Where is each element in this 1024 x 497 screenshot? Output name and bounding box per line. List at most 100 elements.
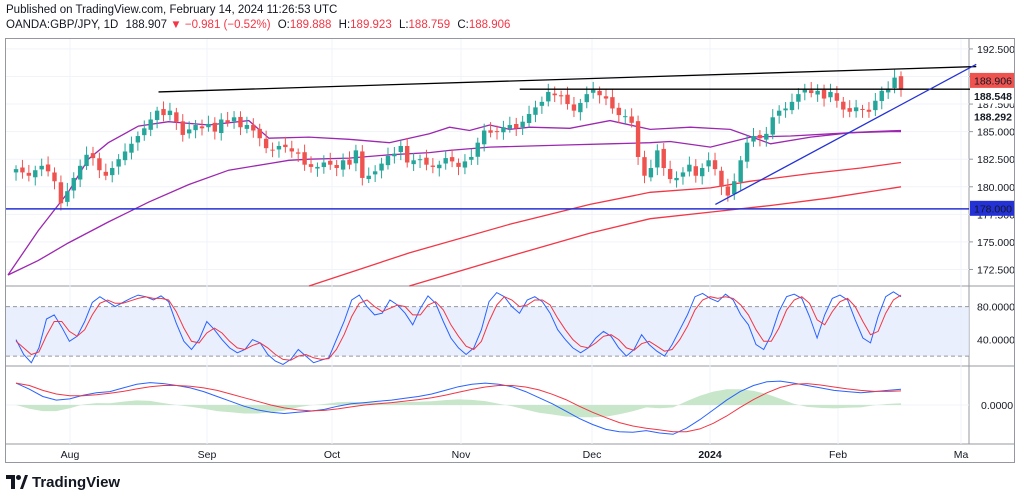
high-value: 189.923 — [350, 19, 392, 31]
candle-body — [501, 127, 506, 133]
candle-body — [167, 110, 173, 116]
price-change: −0.981 (−0.52%) — [184, 19, 271, 31]
candle-body — [725, 186, 731, 196]
candle-body — [507, 125, 513, 129]
candle-body — [154, 110, 160, 120]
high-label: H: — [338, 19, 351, 31]
price-label-box — [970, 72, 1014, 88]
candle-body — [244, 125, 250, 129]
candle-body — [514, 124, 519, 129]
time-tick-label: Nov — [452, 449, 471, 461]
candle-body — [193, 125, 198, 131]
candle-body — [571, 104, 577, 111]
candle-body — [13, 169, 19, 173]
candle-body — [546, 91, 551, 102]
candle-body — [776, 110, 782, 116]
candle-body — [334, 164, 339, 169]
candle-body — [648, 168, 654, 178]
candle-body — [853, 107, 859, 112]
candle-body — [276, 145, 282, 150]
candle-body — [212, 122, 218, 132]
candle-body — [405, 146, 410, 163]
price-tick-label: 192.500 — [977, 44, 1014, 56]
candle-body — [58, 182, 64, 204]
candle-body — [437, 164, 442, 169]
price-label-box — [970, 108, 1014, 124]
candle-body — [815, 90, 820, 95]
time-tick-label: 2024 — [698, 449, 722, 461]
open-label: O: — [277, 19, 290, 31]
candle-body — [757, 134, 763, 139]
candle-body — [879, 90, 884, 102]
macd-signal-line — [15, 382, 902, 433]
candle-body — [687, 164, 692, 172]
candle-body — [33, 170, 38, 178]
oscillator-k-line — [15, 291, 902, 365]
candle-body — [257, 128, 262, 139]
time-tick-label: Aug — [61, 449, 80, 461]
candle-body — [526, 113, 532, 124]
candle-body — [860, 108, 865, 110]
candle-body — [97, 158, 102, 171]
candle-body — [251, 124, 256, 131]
candle-body — [616, 107, 622, 116]
candle-body — [219, 119, 224, 134]
candle-body — [552, 93, 557, 96]
candle-body — [411, 160, 416, 165]
candle-body — [712, 160, 718, 170]
candle-body — [520, 121, 525, 128]
chart-area[interactable]: 192.500190.000187.500185.000182.500180.0… — [5, 38, 1015, 463]
last-price: 188.907 — [125, 19, 168, 31]
candle-body — [315, 166, 320, 169]
candle-body — [680, 172, 686, 177]
candle-body — [533, 107, 538, 115]
candle-body — [238, 116, 243, 128]
candle-body — [558, 95, 564, 97]
candle-body — [494, 131, 500, 133]
candle-body — [289, 148, 294, 152]
candle-body — [263, 138, 269, 149]
candle-body — [129, 143, 134, 153]
candle-body — [841, 101, 846, 110]
footer: TradingView — [6, 472, 120, 492]
candle-body — [372, 171, 378, 175]
moving-average-line — [7, 129, 902, 276]
price-label-box — [970, 88, 1014, 104]
candle-body — [52, 172, 57, 182]
price-tick-label: 185.000 — [977, 127, 1014, 139]
candle-body — [295, 152, 301, 154]
candle-body — [328, 160, 333, 165]
candle-body — [392, 153, 397, 157]
candle-body — [809, 90, 814, 94]
chart-svg[interactable]: 192.500190.000187.500185.000182.500180.0… — [6, 39, 1014, 462]
oscillator-tick-label: 40.0000 — [977, 335, 1014, 347]
candle-body — [590, 89, 596, 93]
macd-line — [15, 380, 902, 435]
candle-body — [796, 94, 801, 102]
candle-body — [655, 150, 660, 168]
candle-body — [885, 88, 891, 93]
tradingview-logo-icon — [6, 475, 28, 489]
candle-body — [866, 109, 872, 112]
candle-body — [873, 100, 878, 111]
candle-body — [353, 150, 359, 164]
candle-body — [103, 171, 109, 176]
candle-body — [148, 119, 153, 130]
candle-body — [462, 161, 468, 168]
candle-body — [321, 162, 327, 168]
oscillator-tick-label: 80.0000 — [977, 302, 1014, 314]
candle-body — [789, 101, 795, 111]
candle-body — [424, 157, 429, 165]
candle-body — [623, 116, 628, 118]
candle-body — [186, 129, 192, 134]
candle-body — [110, 168, 115, 176]
candle-body — [610, 97, 615, 109]
candle-body — [308, 164, 314, 167]
symbol-label[interactable]: OANDA:GBP/JPY, 1D — [6, 19, 119, 31]
candle-body — [764, 133, 769, 140]
price-label-text: 188.548 — [974, 91, 1012, 103]
candle-body — [174, 112, 179, 122]
symbol-header: OANDA:GBP/JPY, 1D 188.907 ▼ −0.981 (−0.5… — [6, 19, 510, 31]
candle-body — [161, 109, 166, 116]
candle-body — [26, 172, 32, 176]
